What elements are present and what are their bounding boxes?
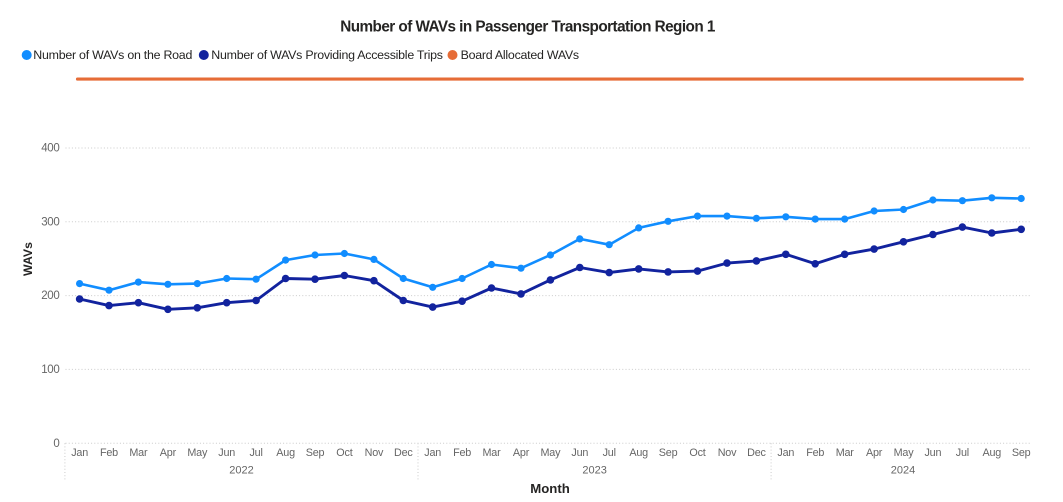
svg-text:Dec: Dec [394,447,413,459]
svg-text:Sep: Sep [306,447,325,459]
svg-text:Mar: Mar [129,447,148,459]
svg-text:2022: 2022 [229,465,253,477]
svg-text:Apr: Apr [160,447,177,459]
svg-text:Month: Month [530,481,570,496]
svg-text:Nov: Nov [718,447,737,459]
svg-text:May: May [894,447,915,459]
svg-text:Jul: Jul [956,447,969,459]
svg-text:Board Allocated WAVs: Board Allocated WAVs [461,48,579,62]
svg-text:Jul: Jul [603,447,616,459]
svg-text:Feb: Feb [100,447,118,459]
svg-text:Jan: Jan [777,447,794,459]
svg-text:Aug: Aug [629,447,648,459]
svg-text:Jun: Jun [218,447,235,459]
svg-text:Feb: Feb [453,447,471,459]
svg-text:0: 0 [53,438,59,450]
svg-text:Apr: Apr [866,447,883,459]
svg-text:Aug: Aug [982,447,1001,459]
svg-text:2024: 2024 [891,465,915,477]
svg-text:400: 400 [41,143,59,155]
svg-text:May: May [187,447,208,459]
svg-text:200: 200 [41,290,59,302]
svg-text:Jun: Jun [924,447,941,459]
svg-text:Dec: Dec [747,447,766,459]
svg-text:Feb: Feb [806,447,824,459]
svg-text:Apr: Apr [513,447,530,459]
svg-text:WAVs: WAVs [21,242,35,276]
svg-text:Sep: Sep [1012,447,1031,459]
svg-text:Jan: Jan [424,447,441,459]
svg-text:300: 300 [41,216,59,228]
svg-text:Sep: Sep [659,447,678,459]
svg-text:Jul: Jul [249,447,262,459]
svg-text:Jun: Jun [571,447,588,459]
svg-text:Number of WAVs in Passenger Tr: Number of WAVs in Passenger Transportati… [340,19,716,36]
svg-text:100: 100 [41,364,59,376]
svg-text:Aug: Aug [276,447,295,459]
svg-text:May: May [540,447,561,459]
svg-text:Number of WAVs Providing Acces: Number of WAVs Providing Accessible Trip… [211,48,443,62]
svg-text:Number of WAVs on the Road: Number of WAVs on the Road [33,48,192,62]
svg-text:Nov: Nov [365,447,384,459]
svg-text:Mar: Mar [483,447,502,459]
svg-text:Mar: Mar [836,447,855,459]
svg-text:Oct: Oct [689,447,705,459]
svg-text:2023: 2023 [582,465,606,477]
svg-text:Jan: Jan [71,447,88,459]
svg-text:Oct: Oct [336,447,352,459]
